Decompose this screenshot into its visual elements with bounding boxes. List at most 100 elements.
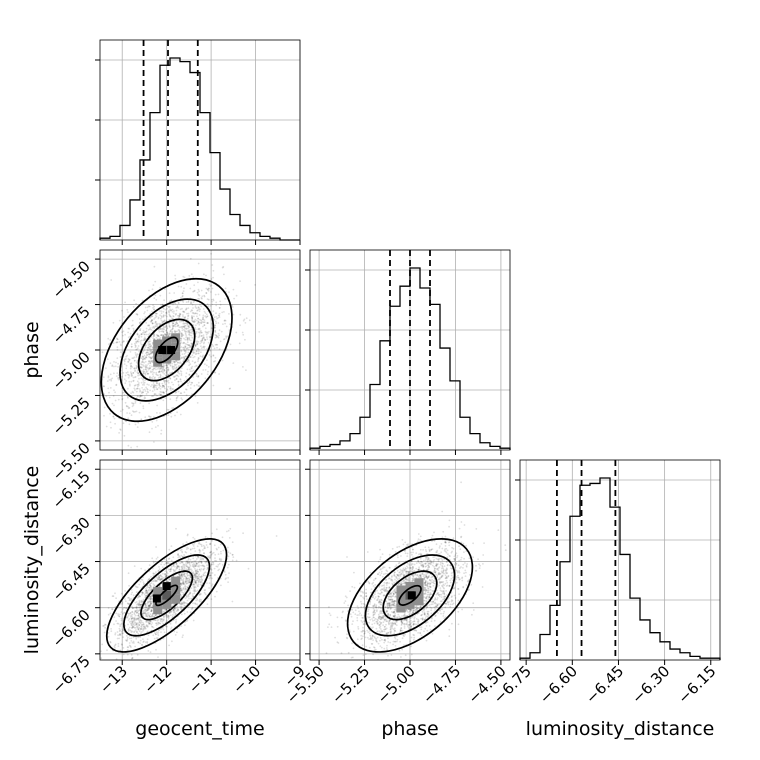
sample-point — [214, 574, 216, 576]
sample-point — [193, 320, 196, 322]
sample-point — [179, 562, 182, 565]
sample-point — [108, 391, 110, 394]
sample-point — [158, 370, 161, 373]
sample-point — [192, 536, 195, 539]
sample-point — [224, 319, 227, 322]
sample-point — [140, 601, 143, 604]
sample-point — [123, 360, 126, 363]
sample-point — [151, 626, 154, 628]
sample-point — [184, 333, 187, 336]
sample-point — [136, 387, 139, 390]
sample-point — [196, 555, 199, 558]
sample-point — [407, 543, 409, 545]
sample-point — [162, 315, 165, 317]
sample-point — [145, 610, 147, 612]
sample-point — [118, 615, 121, 618]
sample-point — [180, 576, 183, 579]
sample-point — [145, 620, 147, 623]
sample-point — [142, 370, 145, 373]
sample-point — [183, 350, 186, 353]
sample-point — [82, 380, 84, 382]
sample-point — [188, 334, 191, 337]
sample-point — [195, 581, 198, 584]
sample-point — [137, 636, 140, 639]
sample-point — [381, 588, 384, 591]
sample-point — [403, 623, 406, 626]
sample-point — [155, 633, 157, 636]
sample-point — [113, 361, 115, 363]
sample-point — [137, 632, 140, 635]
sample-point — [183, 328, 185, 331]
sample-point — [130, 637, 133, 640]
sample-point — [150, 319, 153, 322]
sample-point — [133, 616, 136, 619]
sample-point — [194, 585, 197, 588]
sample-point — [136, 617, 139, 620]
luminosity_distance-xlabel: luminosity_distance — [526, 718, 715, 740]
sample-point — [192, 602, 194, 605]
sample-point — [141, 299, 144, 302]
sample-point — [189, 363, 192, 366]
sample-point — [177, 390, 180, 393]
sample-point — [404, 577, 407, 580]
sample-point — [183, 601, 186, 604]
sample-point — [117, 377, 119, 379]
sample-point — [113, 365, 115, 368]
sample-point — [148, 415, 151, 418]
sample-point — [185, 568, 188, 571]
sample-point — [444, 541, 446, 543]
sample-point — [150, 582, 153, 584]
sample-point — [189, 574, 192, 577]
sample-point — [367, 616, 370, 619]
sample-point — [165, 374, 167, 377]
sample-point — [131, 402, 133, 404]
sample-point — [189, 548, 192, 551]
sample-point — [176, 322, 179, 325]
sample-point — [165, 320, 168, 323]
sample-point — [146, 591, 149, 594]
sample-point — [182, 601, 185, 604]
sample-point — [204, 312, 207, 314]
sample-point — [105, 367, 107, 369]
sample-point — [202, 345, 205, 348]
sample-point — [203, 294, 206, 297]
sample-point — [153, 367, 156, 370]
sample-point — [125, 639, 127, 642]
sample-point — [181, 292, 184, 295]
sample-point — [149, 583, 151, 586]
sample-point — [138, 621, 141, 624]
sample-point — [138, 626, 141, 629]
sample-point — [165, 371, 168, 374]
sample-point — [210, 550, 213, 553]
sample-point — [189, 579, 192, 582]
sample-point — [158, 371, 161, 373]
sample-point — [131, 402, 134, 405]
sample-point — [168, 578, 170, 581]
sample-point — [191, 547, 194, 550]
sample-point — [149, 585, 152, 588]
sample-point — [191, 317, 194, 320]
sample-point — [143, 365, 145, 368]
sample-point — [146, 590, 149, 593]
sample-point — [146, 348, 149, 351]
sample-point — [121, 602, 124, 605]
sample-point — [119, 343, 122, 346]
sample-point — [126, 616, 129, 619]
sample-point — [130, 597, 133, 600]
sample-point — [183, 554, 186, 556]
sample-point — [126, 649, 129, 651]
sample-point — [197, 381, 200, 384]
sample-point — [207, 289, 210, 292]
sample-point — [98, 340, 100, 342]
sample-point — [191, 316, 194, 318]
scatter-panel-frame — [99, 459, 301, 661]
sample-point — [146, 621, 149, 623]
sample-point — [413, 629, 415, 632]
sample-point — [166, 380, 169, 383]
sample-point — [160, 429, 163, 432]
sample-point — [145, 605, 148, 608]
sample-point — [167, 385, 170, 388]
geocent_time-xtick-label: −12 — [140, 662, 175, 697]
sample-point — [125, 380, 127, 382]
sample-point — [121, 395, 123, 397]
